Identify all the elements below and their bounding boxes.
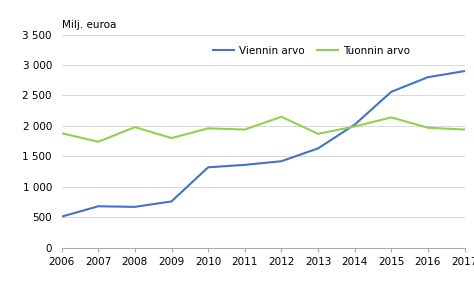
Tuonnin arvo — [279, 115, 284, 118]
Viennin arvo — [132, 205, 138, 209]
Viennin arvo — [59, 215, 64, 218]
Viennin arvo — [169, 200, 174, 203]
Viennin arvo — [462, 69, 467, 73]
Tuonnin arvo — [242, 128, 247, 131]
Tuonnin arvo — [388, 116, 394, 119]
Tuonnin arvo — [132, 125, 138, 129]
Tuonnin arvo — [315, 132, 321, 136]
Viennin arvo — [279, 160, 284, 163]
Viennin arvo — [425, 75, 431, 79]
Viennin arvo — [242, 163, 247, 166]
Tuonnin arvo — [59, 132, 64, 135]
Tuonnin arvo — [425, 126, 431, 129]
Text: Milj. euroa: Milj. euroa — [62, 20, 116, 30]
Line: Viennin arvo: Viennin arvo — [62, 71, 465, 217]
Tuonnin arvo — [352, 125, 357, 128]
Viennin arvo — [205, 166, 211, 169]
Viennin arvo — [95, 204, 101, 208]
Legend: Viennin arvo, Tuonnin arvo: Viennin arvo, Tuonnin arvo — [209, 42, 414, 60]
Tuonnin arvo — [205, 127, 211, 130]
Viennin arvo — [352, 123, 357, 126]
Viennin arvo — [388, 90, 394, 94]
Viennin arvo — [315, 147, 321, 150]
Tuonnin arvo — [169, 136, 174, 140]
Tuonnin arvo — [95, 140, 101, 143]
Line: Tuonnin arvo: Tuonnin arvo — [62, 117, 465, 142]
Tuonnin arvo — [462, 128, 467, 131]
